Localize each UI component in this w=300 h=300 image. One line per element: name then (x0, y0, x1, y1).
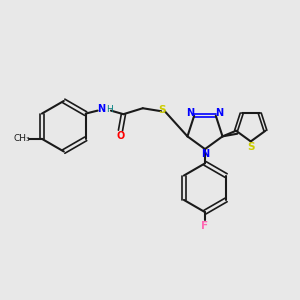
Text: N: N (201, 149, 209, 160)
Text: O: O (116, 131, 124, 141)
Text: H: H (106, 105, 113, 114)
Text: CH₃: CH₃ (14, 134, 30, 143)
Text: N: N (187, 108, 195, 118)
Text: F: F (201, 221, 208, 231)
Text: S: S (247, 142, 254, 152)
Text: S: S (158, 105, 166, 115)
Text: N: N (98, 104, 106, 114)
Text: N: N (215, 108, 223, 118)
